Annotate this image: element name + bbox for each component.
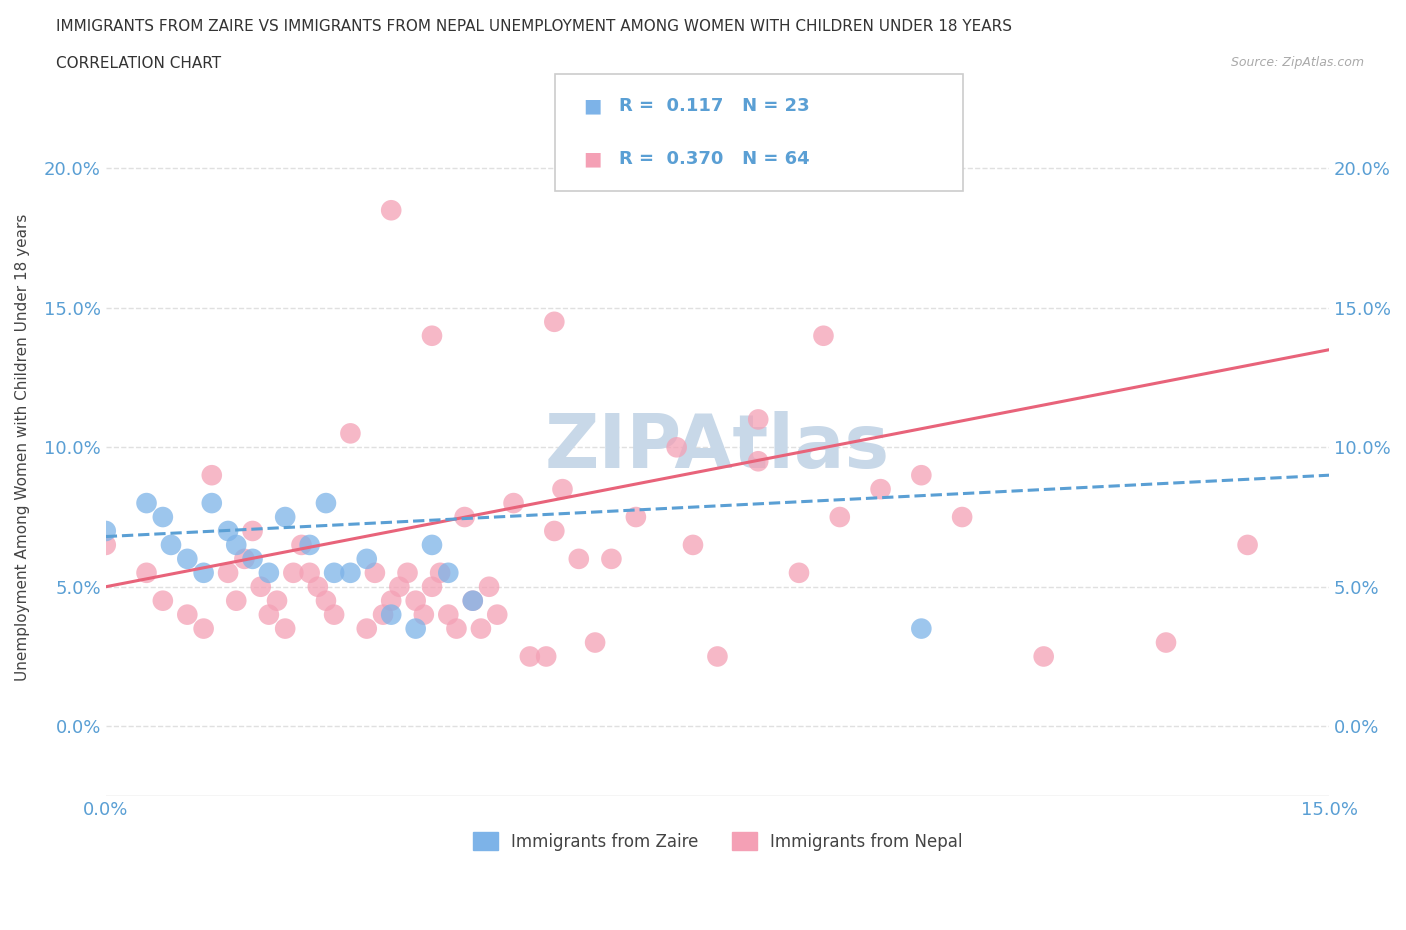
Text: R =  0.117   N = 23: R = 0.117 N = 23 bbox=[619, 97, 810, 114]
Point bbox=[412, 607, 434, 622]
Point bbox=[242, 524, 264, 538]
Point bbox=[910, 621, 932, 636]
Point bbox=[461, 593, 484, 608]
Point bbox=[257, 565, 280, 580]
Point bbox=[478, 579, 501, 594]
Text: IMMIGRANTS FROM ZAIRE VS IMMIGRANTS FROM NEPAL UNEMPLOYMENT AMONG WOMEN WITH CHI: IMMIGRANTS FROM ZAIRE VS IMMIGRANTS FROM… bbox=[56, 19, 1012, 33]
Point bbox=[543, 314, 565, 329]
Point bbox=[257, 607, 280, 622]
Point bbox=[461, 593, 484, 608]
Point bbox=[160, 538, 183, 552]
Text: Source: ZipAtlas.com: Source: ZipAtlas.com bbox=[1230, 56, 1364, 69]
Point bbox=[323, 607, 346, 622]
Point bbox=[519, 649, 541, 664]
Point bbox=[747, 412, 769, 427]
Point bbox=[233, 551, 256, 566]
Point bbox=[405, 621, 427, 636]
Point bbox=[470, 621, 492, 636]
Point bbox=[135, 496, 157, 511]
Text: ■: ■ bbox=[583, 150, 602, 168]
Point bbox=[869, 482, 891, 497]
Point bbox=[828, 510, 851, 525]
Point bbox=[217, 524, 239, 538]
Point bbox=[380, 607, 402, 622]
Text: ZIPAtlas: ZIPAtlas bbox=[546, 411, 890, 484]
Point bbox=[274, 621, 297, 636]
Point bbox=[380, 593, 402, 608]
Point bbox=[583, 635, 606, 650]
Y-axis label: Unemployment Among Women with Children Under 18 years: Unemployment Among Women with Children U… bbox=[15, 214, 30, 681]
Point bbox=[706, 649, 728, 664]
Point bbox=[446, 621, 468, 636]
Point bbox=[1032, 649, 1054, 664]
Point bbox=[225, 538, 247, 552]
Point bbox=[453, 510, 475, 525]
Point bbox=[420, 538, 443, 552]
Point bbox=[396, 565, 419, 580]
Point bbox=[624, 510, 647, 525]
Point bbox=[502, 496, 524, 511]
Point bbox=[534, 649, 557, 664]
Point bbox=[429, 565, 451, 580]
Point bbox=[266, 593, 288, 608]
Point bbox=[813, 328, 835, 343]
Point bbox=[747, 454, 769, 469]
Point bbox=[283, 565, 305, 580]
Point bbox=[910, 468, 932, 483]
Point bbox=[356, 621, 378, 636]
Point bbox=[249, 579, 271, 594]
Point bbox=[274, 510, 297, 525]
Point bbox=[298, 538, 321, 552]
Point bbox=[1154, 635, 1177, 650]
Text: ■: ■ bbox=[583, 97, 602, 115]
Point bbox=[135, 565, 157, 580]
Text: CORRELATION CHART: CORRELATION CHART bbox=[56, 56, 221, 71]
Legend: Immigrants from Zaire, Immigrants from Nepal: Immigrants from Zaire, Immigrants from N… bbox=[465, 826, 969, 857]
Point bbox=[787, 565, 810, 580]
Point bbox=[420, 579, 443, 594]
Point bbox=[94, 538, 117, 552]
Point bbox=[405, 593, 427, 608]
Point bbox=[307, 579, 329, 594]
Point bbox=[290, 538, 312, 552]
Point bbox=[298, 565, 321, 580]
Point bbox=[315, 593, 337, 608]
Point bbox=[437, 607, 460, 622]
Point bbox=[950, 510, 973, 525]
Point bbox=[315, 496, 337, 511]
Point bbox=[1236, 538, 1258, 552]
Point bbox=[551, 482, 574, 497]
Point bbox=[543, 524, 565, 538]
Point bbox=[152, 510, 174, 525]
Point bbox=[339, 565, 361, 580]
Point bbox=[242, 551, 264, 566]
Point bbox=[193, 621, 215, 636]
Text: R =  0.370   N = 64: R = 0.370 N = 64 bbox=[619, 151, 810, 168]
Point bbox=[682, 538, 704, 552]
Point bbox=[371, 607, 394, 622]
Point bbox=[176, 551, 198, 566]
Point bbox=[152, 593, 174, 608]
Point bbox=[217, 565, 239, 580]
Point bbox=[201, 468, 224, 483]
Point bbox=[339, 426, 361, 441]
Point bbox=[356, 551, 378, 566]
Point bbox=[193, 565, 215, 580]
Point bbox=[665, 440, 688, 455]
Point bbox=[420, 328, 443, 343]
Point bbox=[364, 565, 387, 580]
Point bbox=[486, 607, 509, 622]
Point bbox=[388, 579, 411, 594]
Point bbox=[176, 607, 198, 622]
Point bbox=[201, 496, 224, 511]
Point bbox=[94, 524, 117, 538]
Point bbox=[568, 551, 591, 566]
Point bbox=[225, 593, 247, 608]
Point bbox=[437, 565, 460, 580]
Point bbox=[600, 551, 623, 566]
Point bbox=[380, 203, 402, 218]
Point bbox=[323, 565, 346, 580]
